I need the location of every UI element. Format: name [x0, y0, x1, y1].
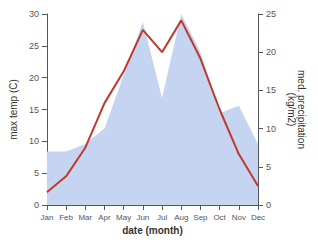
- svg-text:Aug: Aug: [174, 213, 188, 222]
- svg-text:max temp (C): max temp (C): [8, 79, 19, 140]
- svg-text:25: 25: [29, 41, 39, 51]
- svg-text:5: 5: [34, 168, 39, 178]
- svg-text:25: 25: [266, 9, 276, 19]
- svg-text:Mar: Mar: [78, 213, 92, 222]
- svg-text:Feb: Feb: [59, 213, 73, 222]
- svg-text:Oct: Oct: [213, 213, 226, 222]
- svg-text:0: 0: [266, 200, 271, 210]
- svg-text:10: 10: [266, 124, 276, 134]
- svg-text:5: 5: [266, 162, 271, 172]
- svg-text:Jun: Jun: [136, 213, 149, 222]
- svg-text:Jan: Jan: [40, 213, 53, 222]
- svg-text:30: 30: [29, 9, 39, 19]
- svg-text:Sep: Sep: [193, 213, 208, 222]
- svg-text:15: 15: [266, 85, 276, 95]
- svg-text:May: May: [116, 213, 131, 222]
- svg-text:date (month): date (month): [122, 225, 183, 236]
- svg-text:Dec: Dec: [251, 213, 265, 222]
- svg-text:20: 20: [29, 73, 39, 83]
- svg-text:Nov: Nov: [232, 213, 246, 222]
- svg-text:Jul: Jul: [157, 213, 167, 222]
- svg-text:med. precipitation: med. precipitation: [296, 70, 308, 149]
- svg-text:10: 10: [29, 136, 39, 146]
- svg-text:(kg/m2): (kg/m2): [286, 93, 297, 127]
- svg-text:Apr: Apr: [98, 213, 111, 222]
- svg-text:15: 15: [29, 105, 39, 115]
- svg-text:0: 0: [34, 200, 39, 210]
- svg-text:20: 20: [266, 47, 276, 57]
